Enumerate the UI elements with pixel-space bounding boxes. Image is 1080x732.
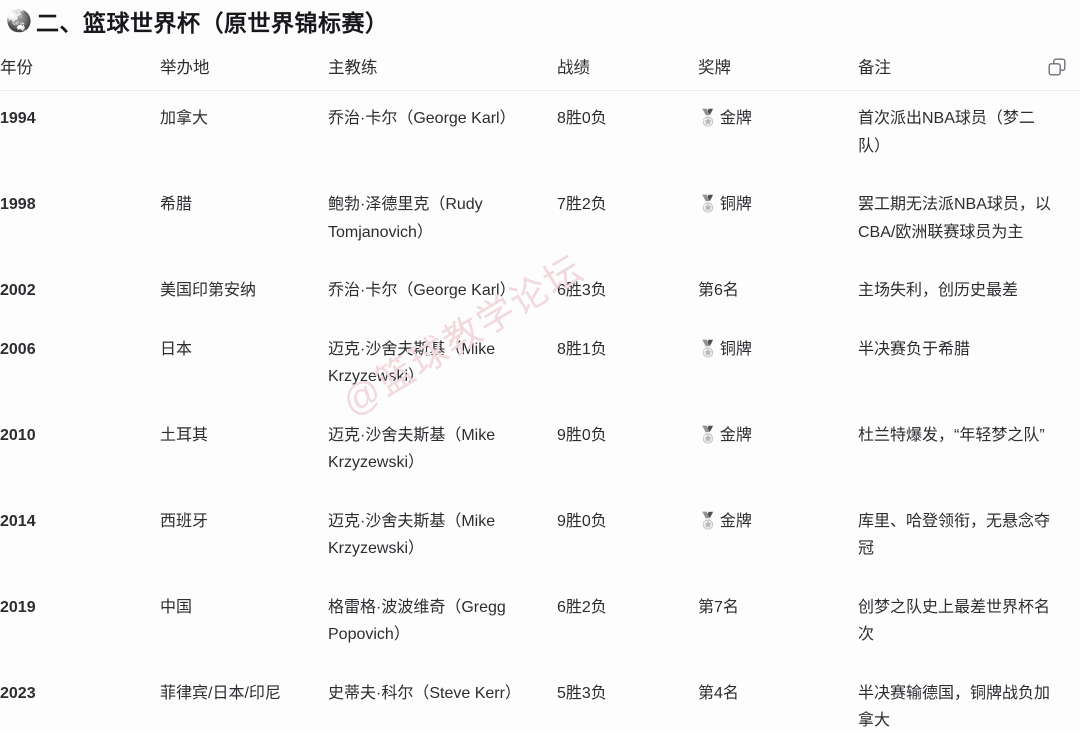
cell-host: 菲律宾/日本/印尼 bbox=[160, 684, 281, 702]
medal-icon: 🏅 bbox=[698, 426, 718, 444]
table-row: 2023 菲律宾/日本/印尼 史蒂夫·科尔（Steve Kerr） 5胜3负 第4名 半决… bbox=[0, 665, 1080, 732]
medal-icon: 🏅 bbox=[698, 196, 718, 214]
medal-label: 第6名 bbox=[698, 282, 739, 300]
cell-coach: 乔治·卡尔（George Karl） bbox=[328, 90, 557, 178]
cell-host: 土耳其 bbox=[160, 407, 328, 494]
results-table-container: 年份 举办地 主教练 战绩 奖牌 备注 bbox=[0, 44, 1080, 732]
cell-coach: 迈克·沙舍夫斯基（Mike Krzyzewski） bbox=[328, 321, 557, 408]
cell-note: 主场失利，创历史最差 bbox=[858, 262, 1080, 322]
results-table: 年份 举办地 主教练 战绩 奖牌 备注 bbox=[0, 44, 1080, 732]
table-body: 1994 加拿大 乔治·卡尔（George Karl） 8胜0负 🏅 金牌 首次派出NBA球… bbox=[0, 90, 1080, 732]
cell-medal: 🏅 金牌 bbox=[698, 407, 858, 494]
cell-coach: 鲍勃·泽德里克（Rudy Tomjanovich） bbox=[328, 176, 557, 264]
cell-record: 7胜2负 bbox=[557, 176, 698, 264]
cell-record: 6胜3负 bbox=[557, 262, 698, 322]
medal-icon: 🏅 bbox=[698, 512, 718, 530]
cell-medal: 第7名 bbox=[698, 579, 858, 666]
cell-host: 中国 bbox=[160, 579, 328, 666]
column-header-coach[interactable]: 主教练 bbox=[328, 44, 557, 91]
cell-year: 2010 bbox=[0, 407, 160, 494]
cell-year: 2023 bbox=[0, 684, 36, 702]
table-row: 2010 土耳其 迈克·沙舍夫斯基（Mike Krzyzewski） 9胜0负 🏅 金牌杜… bbox=[0, 407, 1080, 494]
medal-label: 金牌 bbox=[719, 110, 752, 127]
cell-medal: 🏅 铜牌 bbox=[698, 321, 858, 408]
page-title: 🌏 二、篮球世界杯（原世界锦标赛） bbox=[6, 2, 389, 40]
table-header-row: 年份 举办地 主教练 战绩 奖牌 备注 bbox=[0, 44, 1080, 91]
cell-medal: 🏅 金牌 bbox=[698, 493, 858, 580]
cell-medal: 第6名 bbox=[698, 262, 858, 322]
medal-label: 金牌 bbox=[719, 426, 752, 444]
column-header-year[interactable]: 年份 bbox=[0, 44, 160, 91]
medal-label: 铜牌 bbox=[719, 340, 752, 358]
cell-year: 2002 bbox=[0, 262, 160, 322]
cell-year: 1994 bbox=[0, 90, 160, 178]
cell-host: 美国印第安纳 bbox=[160, 262, 328, 322]
column-header-note-label: 备注 bbox=[858, 59, 891, 77]
globe-icon: 🌏 bbox=[6, 9, 33, 33]
cell-record: 6胜2负 bbox=[557, 579, 698, 666]
cell-coach: 迈克·沙舍夫斯基（Mike Krzyzewski） bbox=[328, 493, 557, 580]
cell-note: 创梦之队史上最差世界杯名次 bbox=[858, 579, 1080, 666]
column-header-note[interactable]: 备注 bbox=[858, 44, 1080, 91]
cell-note: 半决赛负于希腊 bbox=[858, 321, 1080, 408]
cell-note: 杜兰特爆发，“年轻梦之队” bbox=[858, 407, 1080, 494]
table-row: 2006 日本 迈克·沙舍夫斯基（Mike Krzyzewski） 8胜1负 🏅 铜牌 半决… bbox=[0, 321, 1080, 408]
copy-icon[interactable] bbox=[1046, 56, 1068, 78]
cell-note: 半决赛输德国，铜牌战负加拿大 bbox=[858, 684, 1051, 730]
table-row: 2014 西班牙 迈克·沙舍夫斯基（Mike Krzyzewski） 9胜0负 🏅 金牌库… bbox=[0, 493, 1080, 580]
cell-note: 库里、哈登领衔，无悬念夺冠 bbox=[858, 493, 1080, 580]
cell-coach: 史蒂夫·科尔（Steve Kerr） bbox=[328, 684, 521, 702]
cell-medal: 🏅 铜牌 bbox=[698, 176, 858, 264]
cell-record: 8胜1负 bbox=[557, 321, 698, 408]
cell-year: 2019 bbox=[0, 579, 160, 666]
table-header: 年份 举办地 主教练 战绩 奖牌 备注 bbox=[0, 44, 1080, 91]
cell-medal: 第4名 bbox=[698, 665, 858, 732]
medal-label: 第7名 bbox=[698, 598, 739, 616]
cell-record: 5胜3负 bbox=[557, 684, 607, 702]
page-title-text: 二、篮球世界杯（原世界锦标赛） bbox=[36, 10, 389, 36]
cell-record: 9胜0负 bbox=[557, 493, 698, 580]
medal-label: 金牌 bbox=[719, 512, 752, 530]
cell-record: 8胜0负 bbox=[557, 90, 698, 178]
cell-medal: 🏅 金牌 bbox=[698, 90, 858, 178]
cell-year: 1998 bbox=[0, 176, 160, 264]
column-header-record[interactable]: 战绩 bbox=[557, 44, 698, 91]
table-row: 1998 希腊 鲍勃·泽德里克（Rudy Tomjanovich） 7胜2负 🏅 铜牌 罢工… bbox=[0, 176, 1080, 264]
table-row: 2002 美国印第安纳 乔治·卡尔（George Karl） 6胜3负 第6名 主场失利，… bbox=[0, 262, 1080, 322]
column-header-host[interactable]: 举办地 bbox=[160, 44, 328, 91]
cell-coach: 乔治·卡尔（George Karl） bbox=[328, 262, 557, 322]
cell-year: 2014 bbox=[0, 493, 160, 580]
medal-label: 第4名 bbox=[698, 684, 739, 702]
cell-note: 首次派出NBA球员（梦二队） bbox=[858, 90, 1080, 178]
medal-icon: 🏅 bbox=[698, 340, 718, 358]
cell-coach: 迈克·沙舍夫斯基（Mike Krzyzewski） bbox=[328, 407, 557, 494]
cell-host: 西班牙 bbox=[160, 493, 328, 580]
table-row: 2019 中国 格雷格·波波维奇（Gregg Popovich） 6胜2负 第7名 创梦之… bbox=[0, 579, 1080, 666]
cell-coach: 格雷格·波波维奇（Gregg Popovich） bbox=[328, 579, 557, 666]
medal-icon: 🏅 bbox=[698, 110, 718, 127]
medal-label: 铜牌 bbox=[719, 196, 752, 214]
cell-host: 加拿大 bbox=[160, 90, 328, 178]
cell-record: 9胜0负 bbox=[557, 407, 698, 494]
cell-note: 罢工期无法派NBA球员，以CBA/欧洲联赛球员为主 bbox=[858, 176, 1080, 264]
cell-year: 2006 bbox=[0, 321, 160, 408]
table-row: 1994 加拿大 乔治·卡尔（George Karl） 8胜0负 🏅 金牌 首次派出NBA球… bbox=[0, 90, 1080, 178]
column-header-medal[interactable]: 奖牌 bbox=[698, 44, 858, 91]
cell-host: 日本 bbox=[160, 321, 328, 408]
cell-host: 希腊 bbox=[160, 176, 328, 264]
